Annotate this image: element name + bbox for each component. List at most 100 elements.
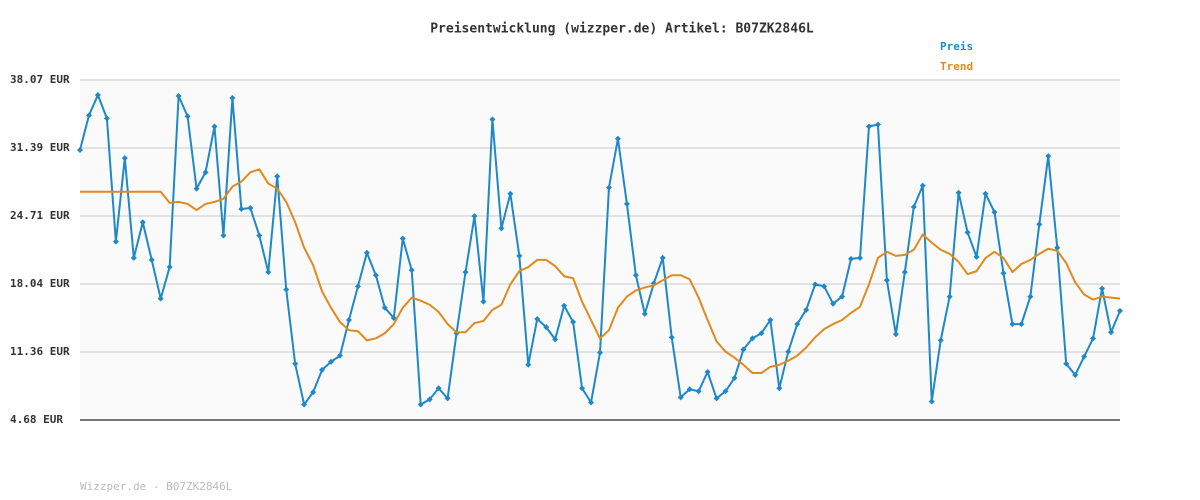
point-marker — [758, 330, 765, 337]
point-marker — [417, 401, 424, 408]
point-marker — [955, 189, 962, 196]
point-marker — [812, 281, 819, 288]
point-marker — [785, 348, 792, 355]
point-marker — [892, 331, 899, 338]
point-marker — [283, 286, 290, 293]
point-marker — [265, 269, 272, 276]
point-marker — [865, 123, 872, 130]
point-marker — [1045, 153, 1052, 160]
y-tick-label: 4.68 EUR — [10, 413, 63, 426]
point-marker — [561, 302, 568, 309]
y-tick-label: 11.36 EUR — [10, 345, 70, 358]
point-marker — [525, 361, 532, 368]
point-marker — [408, 267, 415, 274]
point-marker — [973, 253, 980, 260]
point-marker — [489, 116, 496, 123]
point-marker — [910, 203, 917, 210]
point-marker — [534, 315, 541, 322]
point-marker — [686, 386, 693, 393]
point-marker — [830, 300, 837, 307]
point-marker — [919, 182, 926, 189]
point-marker — [839, 293, 846, 300]
point-marker — [803, 306, 810, 313]
point-marker — [964, 229, 971, 236]
point-marker — [211, 123, 218, 130]
point-marker — [130, 254, 137, 261]
point-marker — [426, 396, 433, 403]
point-marker — [229, 95, 236, 102]
point-marker — [749, 335, 756, 342]
point-marker — [516, 252, 523, 259]
point-marker — [776, 385, 783, 392]
point-marker — [238, 206, 245, 213]
point-marker — [328, 358, 335, 365]
point-marker — [1081, 353, 1088, 360]
point-marker — [256, 232, 263, 239]
point-marker — [874, 121, 881, 128]
point-marker — [623, 200, 630, 207]
point-marker — [1063, 360, 1070, 367]
point-marker — [220, 232, 227, 239]
legend-label: Trend — [940, 60, 973, 73]
point-marker — [337, 352, 343, 359]
footer: Wizzper.de - B07ZK2846L — [80, 480, 233, 493]
point-marker — [274, 173, 281, 180]
point-marker — [399, 235, 406, 242]
point-marker — [507, 190, 514, 197]
point-marker — [85, 112, 92, 119]
point-marker — [354, 283, 361, 290]
point-marker — [121, 155, 128, 162]
point-marker — [937, 337, 944, 344]
point-marker — [175, 92, 182, 99]
point-marker — [928, 398, 935, 405]
y-tick-label: 18.04 EUR — [10, 277, 70, 290]
point-marker — [480, 298, 487, 305]
point-marker — [767, 317, 774, 324]
plot-area — [80, 80, 1120, 420]
point-marker — [193, 185, 200, 192]
y-tick-label: 31.39 EUR — [10, 141, 70, 154]
point-marker — [1009, 321, 1016, 328]
point-marker — [1000, 270, 1007, 277]
point-marker — [319, 366, 326, 373]
series-line — [80, 168, 1121, 374]
point-marker — [570, 319, 577, 326]
point-marker — [1018, 321, 1025, 328]
point-marker — [848, 255, 855, 262]
point-marker — [471, 213, 478, 220]
point-marker — [1027, 293, 1034, 300]
point-marker — [901, 269, 908, 276]
point-marker — [363, 249, 370, 256]
point-marker — [982, 190, 989, 197]
point-marker — [794, 321, 801, 328]
legend-label: Preis — [940, 40, 973, 53]
point-marker — [677, 394, 684, 401]
point-marker — [857, 254, 863, 261]
point-marker — [345, 317, 352, 324]
point-marker — [444, 395, 451, 402]
point-marker — [94, 91, 101, 98]
point-marker — [498, 225, 505, 232]
point-marker — [1072, 371, 1079, 378]
point-marker — [381, 304, 388, 311]
point-marker — [946, 293, 953, 300]
point-marker — [184, 113, 191, 120]
point-marker — [1117, 307, 1123, 314]
point-marker — [77, 146, 83, 153]
point-marker — [659, 254, 666, 261]
point-marker — [1054, 244, 1061, 251]
point-marker — [704, 368, 711, 375]
point-marker — [166, 264, 173, 271]
point-marker — [112, 238, 119, 245]
point-marker — [1099, 285, 1106, 292]
point-marker — [310, 389, 317, 396]
point-marker — [668, 334, 675, 341]
y-tick-label: 24.71 EUR — [10, 209, 70, 222]
point-marker — [597, 349, 603, 356]
point-marker — [1036, 221, 1043, 228]
point-marker — [722, 388, 729, 395]
point-marker — [614, 135, 621, 142]
chart-title: Preisentwicklung (wizzper.de) Artikel: B… — [430, 22, 814, 37]
point-marker — [1108, 329, 1115, 336]
